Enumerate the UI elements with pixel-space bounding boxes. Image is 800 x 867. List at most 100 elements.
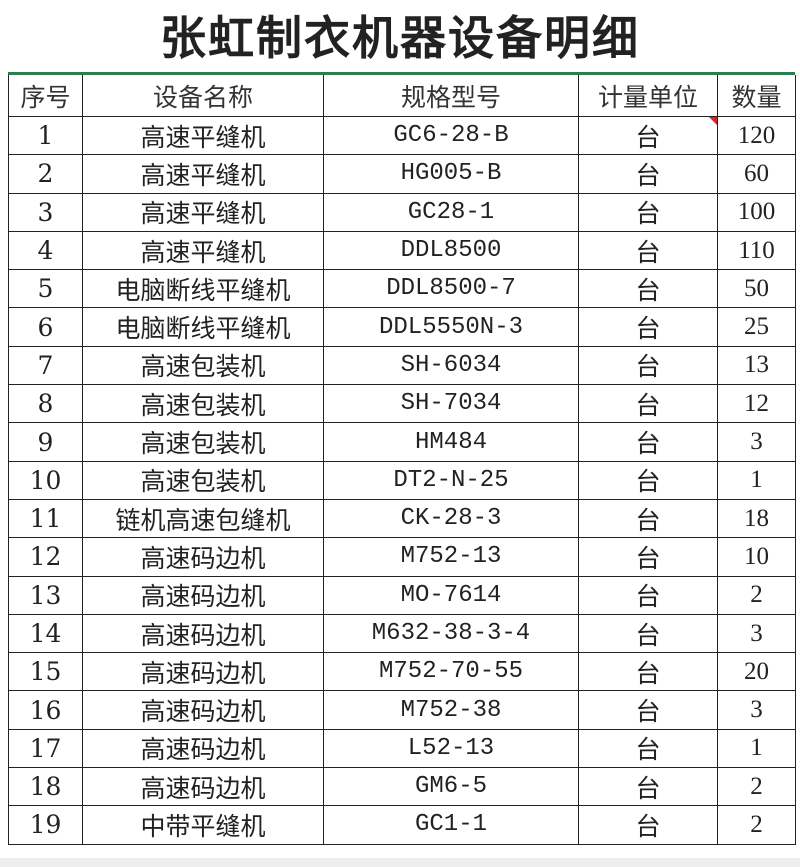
cell-qty[interactable]: 110: [717, 230, 796, 271]
header-model[interactable]: 规格型号: [323, 75, 579, 117]
cell-model[interactable]: HG005-B: [323, 154, 579, 194]
cell-qty[interactable]: 60: [717, 154, 796, 194]
cell-unit[interactable]: 台: [578, 154, 718, 194]
cell-unit[interactable]: 台: [578, 384, 718, 424]
cell-unit[interactable]: 台: [578, 690, 718, 730]
cell-model[interactable]: GC28-1: [323, 192, 579, 232]
header-qty[interactable]: 数量: [717, 75, 796, 117]
cell-no[interactable]: 6: [8, 307, 83, 347]
cell-qty[interactable]: 3: [717, 422, 796, 462]
cell-model[interactable]: HM484: [323, 422, 579, 462]
cell-model[interactable]: DDL8500: [323, 230, 579, 271]
cell-model[interactable]: MO-7614: [323, 575, 579, 615]
cell-name[interactable]: 电脑断线平缝机: [82, 269, 324, 309]
cell-name[interactable]: 电脑断线平缝机: [82, 307, 324, 347]
cell-unit[interactable]: 台: [578, 192, 718, 232]
cell-qty[interactable]: 1: [717, 728, 796, 769]
cell-unit[interactable]: 台: [578, 422, 718, 462]
comment-indicator-icon[interactable]: [709, 117, 717, 125]
cell-name[interactable]: 中带平缝机: [82, 805, 324, 845]
cell-unit[interactable]: 台: [578, 230, 718, 271]
cell-qty[interactable]: 1: [717, 460, 796, 500]
cell-name[interactable]: 高速码边机: [82, 690, 324, 730]
cell-name[interactable]: 高速码边机: [82, 767, 324, 807]
cell-name[interactable]: 高速码边机: [82, 613, 324, 654]
cell-unit[interactable]: 台: [578, 345, 718, 386]
cell-model[interactable]: M632-38-3-4: [323, 613, 579, 654]
cell-qty[interactable]: 50: [717, 269, 796, 309]
cell-no[interactable]: 2: [8, 154, 83, 194]
cell-model[interactable]: GC1-1: [323, 805, 579, 845]
cell-model[interactable]: DDL8500-7: [323, 269, 579, 309]
cell-qty[interactable]: 3: [717, 613, 796, 654]
cell-no[interactable]: 14: [8, 613, 83, 654]
cell-model[interactable]: M752-13: [323, 537, 579, 577]
cell-model[interactable]: M752-38: [323, 690, 579, 730]
cell-name[interactable]: 高速码边机: [82, 652, 324, 692]
cell-model[interactable]: GC6-28-B: [323, 115, 579, 156]
cell-no[interactable]: 3: [8, 192, 83, 232]
cell-name[interactable]: 高速包装机: [82, 460, 324, 500]
cell-qty[interactable]: 13: [717, 345, 796, 386]
cell-model[interactable]: DT2-N-25: [323, 460, 579, 500]
cell-no[interactable]: 16: [8, 690, 83, 730]
cell-name[interactable]: 高速包装机: [82, 422, 324, 462]
cell-no[interactable]: 12: [8, 537, 83, 577]
cell-qty[interactable]: 2: [717, 767, 796, 807]
cell-unit[interactable]: 台: [578, 537, 718, 577]
cell-qty[interactable]: 12: [717, 384, 796, 424]
cell-no[interactable]: 10: [8, 460, 83, 500]
header-unit[interactable]: 计量单位: [578, 75, 718, 117]
cell-no[interactable]: 7: [8, 345, 83, 386]
cell-no[interactable]: 9: [8, 422, 83, 462]
cell-no[interactable]: 1: [8, 115, 83, 156]
cell-no[interactable]: 13: [8, 575, 83, 615]
header-no[interactable]: 序号: [8, 75, 83, 117]
cell-name[interactable]: 高速码边机: [82, 728, 324, 769]
cell-unit[interactable]: 台: [578, 307, 718, 347]
cell-unit[interactable]: 台: [578, 728, 718, 769]
cell-no[interactable]: 15: [8, 652, 83, 692]
cell-no[interactable]: 11: [8, 498, 83, 539]
cell-name[interactable]: 高速平缝机: [82, 230, 324, 271]
cell-qty[interactable]: 18: [717, 498, 796, 539]
cell-name[interactable]: 高速包装机: [82, 384, 324, 424]
cell-name[interactable]: 高速码边机: [82, 575, 324, 615]
cell-name[interactable]: 链机高速包缝机: [82, 498, 324, 539]
cell-name[interactable]: 高速平缝机: [82, 192, 324, 232]
cell-unit[interactable]: 台: [578, 613, 718, 654]
header-name[interactable]: 设备名称: [82, 75, 324, 117]
cell-qty[interactable]: 2: [717, 575, 796, 615]
cell-unit[interactable]: 台: [578, 805, 718, 845]
cell-qty[interactable]: 100: [717, 192, 796, 232]
cell-no[interactable]: 5: [8, 269, 83, 309]
cell-no[interactable]: 8: [8, 384, 83, 424]
cell-name[interactable]: 高速包装机: [82, 345, 324, 386]
cell-qty[interactable]: 20: [717, 652, 796, 692]
cell-model[interactable]: CK-28-3: [323, 498, 579, 539]
cell-no[interactable]: 4: [8, 230, 83, 271]
cell-model[interactable]: GM6-5: [323, 767, 579, 807]
cell-qty[interactable]: 120: [717, 115, 796, 156]
cell-no[interactable]: 19: [8, 805, 83, 845]
cell-unit[interactable]: 台: [578, 269, 718, 309]
cell-qty[interactable]: 25: [717, 307, 796, 347]
cell-no[interactable]: 18: [8, 767, 83, 807]
cell-unit[interactable]: 台: [578, 498, 718, 539]
cell-name[interactable]: 高速平缝机: [82, 154, 324, 194]
cell-model[interactable]: SH-7034: [323, 384, 579, 424]
cell-name[interactable]: 高速码边机: [82, 537, 324, 577]
cell-qty[interactable]: 10: [717, 537, 796, 577]
cell-unit[interactable]: 台: [578, 767, 718, 807]
cell-no[interactable]: 17: [8, 728, 83, 769]
cell-unit[interactable]: 台: [578, 115, 718, 156]
cell-qty[interactable]: 2: [717, 805, 796, 845]
cell-model[interactable]: M752-70-55: [323, 652, 579, 692]
cell-model[interactable]: SH-6034: [323, 345, 579, 386]
cell-name[interactable]: 高速平缝机: [82, 115, 324, 156]
cell-unit[interactable]: 台: [578, 652, 718, 692]
cell-model[interactable]: L52-13: [323, 728, 579, 769]
cell-unit[interactable]: 台: [578, 460, 718, 500]
cell-qty[interactable]: 3: [717, 690, 796, 730]
cell-model[interactable]: DDL5550N-3: [323, 307, 579, 347]
